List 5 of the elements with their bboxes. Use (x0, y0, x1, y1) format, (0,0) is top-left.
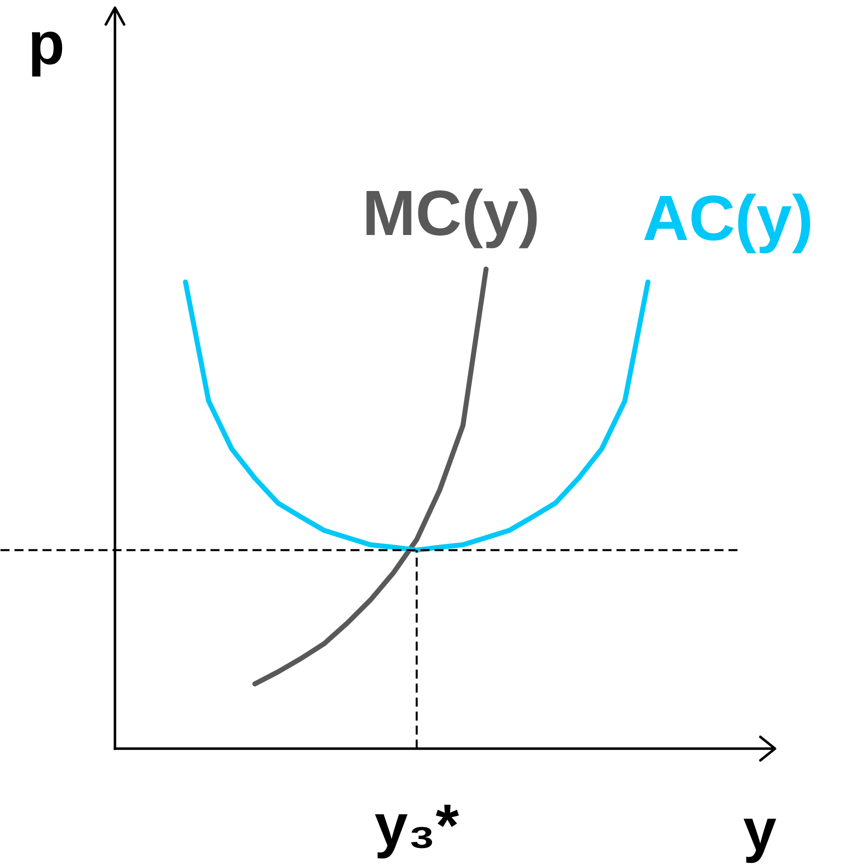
text: y₃* (374, 792, 460, 859)
y-axis-title: p (28, 10, 65, 78)
series-label: MC(y) (362, 177, 540, 250)
series-label: AC(y) (642, 182, 814, 254)
x-axis-title: y (743, 796, 778, 864)
